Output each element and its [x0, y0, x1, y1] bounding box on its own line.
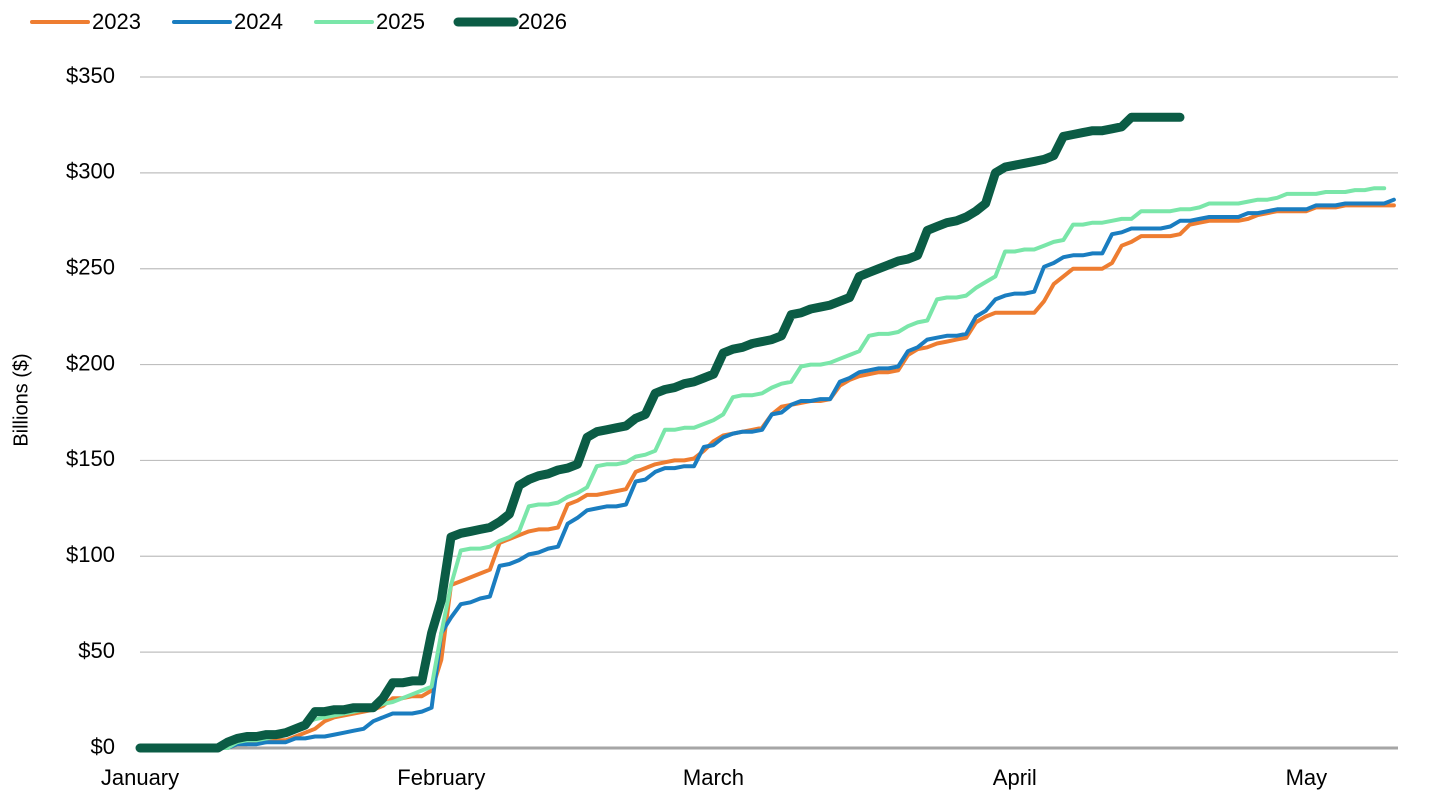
x-tick-label: January: [101, 765, 179, 790]
legend-label: 2025: [376, 9, 425, 34]
y-tick-label: $150: [66, 446, 115, 471]
series-line: [138, 203, 1396, 750]
x-tick-label: February: [397, 765, 485, 790]
x-tick-label: May: [1286, 765, 1328, 790]
y-tick-label: $200: [66, 350, 115, 375]
series-line: [135, 112, 1185, 753]
legend-label: 2026: [518, 9, 567, 34]
series-line: [138, 186, 1387, 750]
y-tick-label: $350: [66, 63, 115, 88]
y-tick-label: $250: [66, 255, 115, 280]
y-tick-label: $0: [91, 734, 115, 759]
series-line: [138, 197, 1396, 750]
y-axis-label: Billions ($): [10, 353, 32, 446]
x-tick-label: March: [683, 765, 744, 790]
y-tick-label: $100: [66, 542, 115, 567]
legend-label: 2024: [234, 9, 283, 34]
legend-label: 2023: [92, 9, 141, 34]
x-tick-label: April: [993, 765, 1037, 790]
y-tick-label: $50: [78, 638, 115, 663]
y-tick-label: $300: [66, 159, 115, 184]
